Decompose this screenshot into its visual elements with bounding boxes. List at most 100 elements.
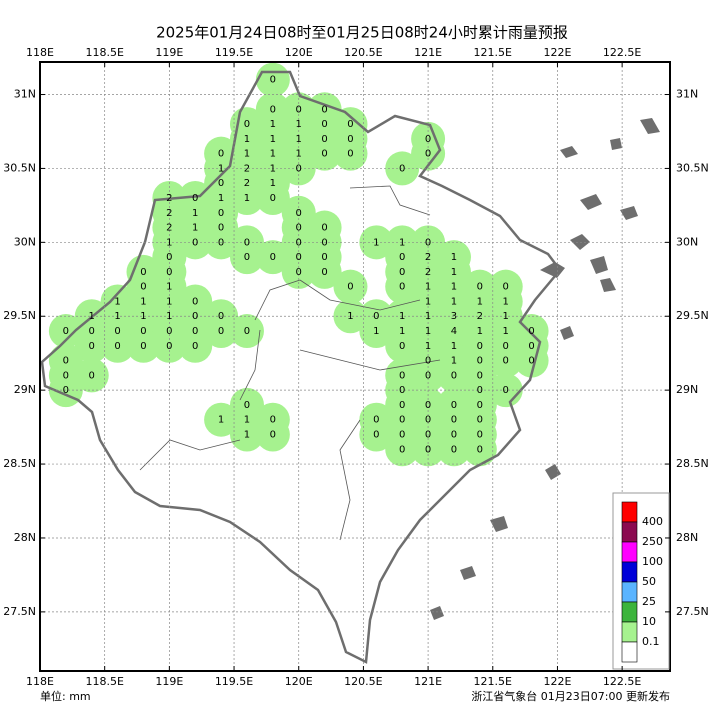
rain-value: 0 bbox=[114, 341, 120, 352]
rain-value: 0 bbox=[244, 326, 250, 337]
rain-value: 1 bbox=[192, 223, 198, 234]
rain-area bbox=[178, 225, 213, 260]
rain-value: 1 bbox=[218, 193, 224, 204]
rain-value: 0 bbox=[63, 370, 69, 381]
y-tick-label: 30.5N bbox=[676, 161, 709, 174]
rain-value: 0 bbox=[218, 311, 224, 322]
rain-value: 0 bbox=[244, 119, 250, 130]
legend: 400 250 100 50 25 10 0.1 bbox=[612, 492, 670, 670]
rain-value: 0 bbox=[373, 415, 379, 426]
rain-value: 1 bbox=[192, 208, 198, 219]
rain-value: 2 bbox=[166, 223, 172, 234]
rain-value: 0 bbox=[399, 370, 405, 381]
rain-value: 1 bbox=[244, 429, 250, 440]
title: 2025年01月24日08时至01月25日08时24小时累计雨量预报 bbox=[156, 24, 568, 42]
rain-value: 0 bbox=[503, 341, 509, 352]
rain-value: 1 bbox=[166, 282, 172, 293]
rain-value: 0 bbox=[321, 134, 327, 145]
rain-value: 0 bbox=[451, 400, 457, 411]
rain-value: 1 bbox=[503, 296, 509, 307]
rain-value: 0 bbox=[451, 370, 457, 381]
x-tick-label: 122.5E bbox=[603, 675, 641, 688]
rain-value: 0 bbox=[218, 326, 224, 337]
rain-value: 0 bbox=[270, 415, 276, 426]
rain-value: 0 bbox=[477, 282, 483, 293]
rain-value: 0 bbox=[192, 311, 198, 322]
rain-area bbox=[514, 343, 549, 378]
rain-value: 1 bbox=[373, 326, 379, 337]
rain-area bbox=[74, 328, 109, 363]
rain-value: 2 bbox=[425, 267, 431, 278]
rain-value: 0 bbox=[89, 341, 95, 352]
rain-value: 1 bbox=[166, 311, 172, 322]
rain-value: 1 bbox=[451, 282, 457, 293]
rain-value: 0 bbox=[166, 252, 172, 263]
rain-value: 0 bbox=[244, 237, 250, 248]
rain-value: 0 bbox=[347, 149, 353, 160]
x-tick-label: 120E bbox=[285, 675, 313, 688]
x-tick-label: 119E bbox=[155, 675, 183, 688]
rain-value: 1 bbox=[89, 311, 95, 322]
legend-label: 50 bbox=[642, 575, 656, 588]
rain-value: 0 bbox=[140, 282, 146, 293]
rain-area bbox=[333, 269, 368, 304]
rain-value: 1 bbox=[451, 267, 457, 278]
rain-value: 0 bbox=[270, 75, 276, 86]
rain-value: 2 bbox=[166, 208, 172, 219]
rain-value: 0 bbox=[192, 237, 198, 248]
y-tick-label: 28.5N bbox=[676, 457, 709, 470]
x-tick-label: 120.5E bbox=[344, 675, 382, 688]
y-tick-label: 29N bbox=[14, 383, 36, 396]
rain-value: 1 bbox=[451, 356, 457, 367]
rain-value: 1 bbox=[399, 237, 405, 248]
y-tick-label: 30N bbox=[676, 235, 698, 248]
rain-value: 0 bbox=[244, 400, 250, 411]
rain-value: 1 bbox=[140, 296, 146, 307]
rain-value: 0 bbox=[321, 223, 327, 234]
rain-value: 1 bbox=[451, 341, 457, 352]
rain-value: 1 bbox=[425, 326, 431, 337]
rain-value: 0 bbox=[140, 326, 146, 337]
rain-value: 0 bbox=[89, 370, 95, 381]
x-tick-label: 121E bbox=[414, 46, 442, 59]
rain-value: 0 bbox=[477, 341, 483, 352]
rain-value: 0 bbox=[399, 400, 405, 411]
rain-area bbox=[488, 343, 523, 378]
rain-area bbox=[359, 314, 394, 349]
x-tick-label: 121.5E bbox=[474, 46, 512, 59]
rain-value: 1 bbox=[218, 163, 224, 174]
x-tick-label: 120.5E bbox=[344, 46, 382, 59]
rain-area bbox=[281, 151, 316, 186]
rain-value: 0 bbox=[451, 415, 457, 426]
rain-area bbox=[74, 358, 109, 393]
rain-value: 0 bbox=[528, 326, 534, 337]
rain-value: 0 bbox=[477, 385, 483, 396]
rain-value: 0 bbox=[63, 356, 69, 367]
y-tick-label: 28N bbox=[14, 531, 36, 544]
rain-value: 0 bbox=[451, 429, 457, 440]
x-tick-label: 121.5E bbox=[474, 675, 512, 688]
rain-value: 0 bbox=[347, 282, 353, 293]
x-tick-label: 120E bbox=[285, 46, 313, 59]
rain-value: 0 bbox=[399, 415, 405, 426]
rain-value: 0 bbox=[192, 193, 198, 204]
rain-value: 0 bbox=[218, 178, 224, 189]
rain-value: 1 bbox=[270, 134, 276, 145]
rain-value: 0 bbox=[114, 326, 120, 337]
rain-value: 0 bbox=[477, 415, 483, 426]
rain-value: 1 bbox=[244, 149, 250, 160]
x-tick-label: 118E bbox=[26, 46, 54, 59]
rain-value: 1 bbox=[296, 149, 302, 160]
legend-label: 0.1 bbox=[642, 635, 660, 648]
rain-value: 1 bbox=[166, 296, 172, 307]
rain-value: 0 bbox=[477, 444, 483, 455]
y-tick-label: 30.5N bbox=[3, 161, 36, 174]
rain-value: 1 bbox=[140, 311, 146, 322]
rain-value: 1 bbox=[477, 296, 483, 307]
rain-value: 0 bbox=[425, 149, 431, 160]
rain-value: 0 bbox=[63, 385, 69, 396]
rain-value: 0 bbox=[425, 237, 431, 248]
rain-value: 0 bbox=[140, 267, 146, 278]
rain-area bbox=[462, 432, 497, 467]
rain-value: 0 bbox=[528, 356, 534, 367]
